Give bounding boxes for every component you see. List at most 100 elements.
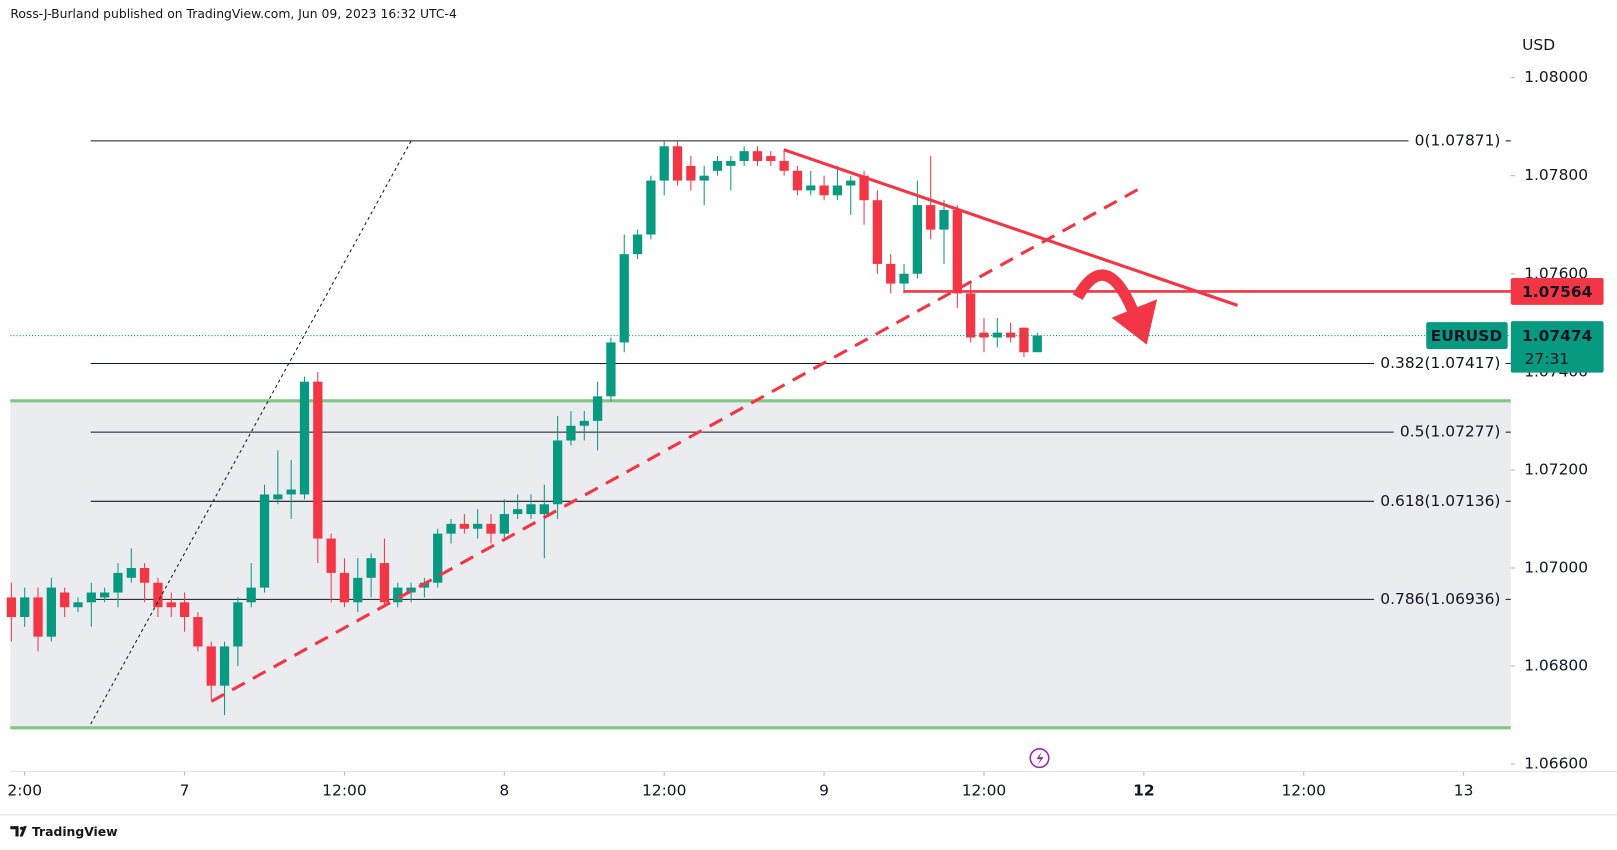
candle-body: [193, 617, 203, 647]
candle-body: [859, 175, 869, 201]
fib-label: 0.618(1.07136): [1380, 492, 1500, 510]
candle-body: [539, 504, 549, 515]
candle-body: [579, 420, 589, 426]
candle-body: [273, 494, 283, 500]
candle-body: [526, 504, 536, 515]
candle-body: [246, 587, 256, 603]
y-tick-label: 1.07200: [1524, 460, 1588, 478]
candle-body: [299, 381, 310, 495]
arrow-curve: [1072, 269, 1138, 312]
candle-body: [872, 200, 883, 264]
candle-body: [686, 165, 696, 181]
x-tick-label: 2:00: [7, 782, 42, 800]
resistance-label-box: [1510, 278, 1604, 305]
candle-body: [459, 523, 470, 529]
candle-body: [513, 509, 523, 515]
arrow-head: [1111, 299, 1158, 345]
candle-body: [313, 381, 323, 539]
candle-body: [126, 567, 136, 578]
candle-body: [233, 602, 243, 647]
candle-body: [752, 151, 763, 161]
candle-body: [926, 205, 936, 230]
brand-name: TradingView: [32, 825, 118, 839]
candle-body: [712, 160, 723, 171]
candle-body: [179, 602, 190, 618]
candle-body: [939, 210, 949, 230]
candle-body: [646, 180, 656, 235]
x-tick-label: 12:00: [322, 782, 367, 800]
symbol-label: EURUSD: [1431, 327, 1503, 345]
candle-body: [406, 587, 416, 593]
candle-body: [832, 185, 843, 196]
candle-body: [792, 170, 803, 191]
candle-body: [393, 587, 403, 603]
countdown-label: 27:31: [1525, 350, 1570, 368]
candle-body: [606, 342, 616, 397]
candle-body: [979, 332, 989, 338]
fib-trend-line: [90, 138, 413, 725]
candle-body: [433, 533, 443, 583]
x-tick-label: 12:00: [1281, 782, 1326, 800]
candle-body: [166, 602, 176, 608]
candle-body: [153, 582, 163, 608]
x-tick-label: 12:00: [962, 782, 1007, 800]
candle-body: [632, 234, 643, 255]
support-trendline: [210, 184, 1146, 703]
candle-body: [20, 597, 30, 618]
x-tick-label: 12: [1133, 782, 1155, 800]
drawings: [90, 138, 1239, 769]
y-tick-label: 1.06600: [1524, 755, 1588, 773]
fib-label: 0(1.07871): [1415, 131, 1501, 149]
candle-body: [1032, 335, 1042, 353]
overlay: 1.066001.068001.070001.072001.074001.076…: [7, 68, 1604, 800]
x-tick-label: 9: [819, 782, 829, 800]
candle-body: [899, 273, 909, 284]
fib-label: 0.5(1.07277): [1400, 423, 1501, 441]
candle-body: [819, 185, 829, 196]
candle-body: [846, 180, 856, 186]
candle-body: [486, 523, 496, 534]
x-tick-label: 13: [1454, 782, 1474, 800]
logo-dot: [20, 826, 24, 830]
candles: [6, 141, 1042, 716]
y-tick-label: 1.08000: [1524, 68, 1588, 86]
candle-body: [46, 587, 56, 637]
candle-body: [499, 514, 509, 534]
resistance-label: 1.07564: [1522, 283, 1593, 301]
candle-body: [779, 160, 789, 171]
y-tick-label: 1.07000: [1524, 558, 1588, 576]
candle-body: [6, 597, 17, 618]
y-tick-label: 1.06800: [1524, 657, 1588, 675]
candle-body: [326, 538, 336, 573]
candle-body: [446, 523, 456, 534]
x-tick-label: 8: [499, 782, 509, 800]
candle-body: [286, 489, 296, 495]
candle-body: [552, 440, 563, 505]
candle-body: [259, 494, 270, 588]
candle-body: [473, 523, 483, 529]
candle-body: [659, 146, 669, 181]
candle-body: [592, 396, 603, 421]
candle-body: [619, 254, 629, 343]
header: Ross-J-Burland published on TradingView.…: [10, 7, 457, 21]
x-tick-label: 7: [180, 782, 190, 800]
y-tick-label: 1.07600: [1524, 264, 1588, 282]
candle-body: [339, 572, 350, 603]
candle-body: [766, 156, 776, 161]
brand-logo[interactable]: TradingView: [10, 825, 118, 839]
candle-body: [672, 146, 683, 181]
y-tick-label: 1.07800: [1524, 166, 1588, 184]
fib-label: 0.382(1.07417): [1380, 354, 1500, 372]
candle-body: [739, 151, 749, 161]
candle-body: [566, 425, 576, 441]
candle-body: [886, 263, 896, 284]
candle-body: [113, 572, 123, 593]
symbol-label-box: [1426, 322, 1508, 349]
candle-body: [366, 558, 376, 578]
candle-body: [33, 597, 43, 637]
candle-body: [60, 592, 70, 608]
event-icon-bolt: [1036, 751, 1044, 766]
candle-body: [1019, 327, 1029, 353]
candle-body: [379, 563, 390, 603]
